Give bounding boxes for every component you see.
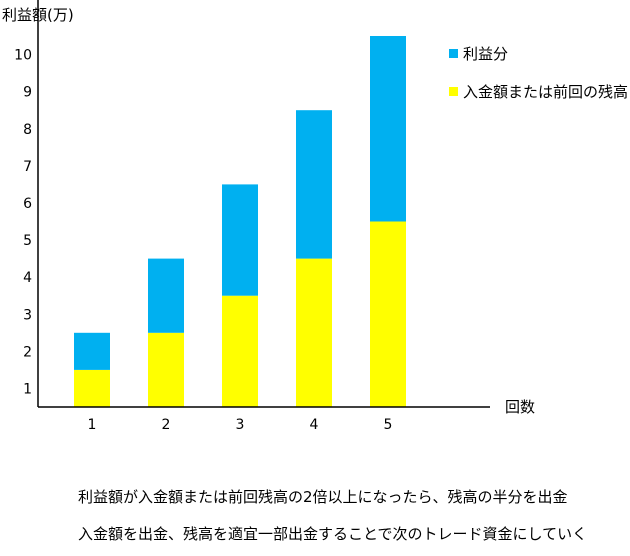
y-tick-label: 2: [23, 344, 32, 360]
y-tick-label: 5: [23, 233, 32, 249]
bar-segment: [296, 258, 332, 407]
axes: [37, 0, 490, 408]
bar-segment: [148, 332, 184, 407]
legend-swatch: [449, 49, 458, 58]
legend-swatch: [449, 87, 458, 96]
y-tick-label: 4: [23, 270, 32, 286]
x-tick-label: 4: [310, 417, 319, 433]
bar-segment: [370, 221, 406, 407]
bar-segment: [370, 36, 406, 222]
y-tick-label: 8: [23, 122, 32, 138]
legend-label: 利益分: [463, 45, 508, 63]
x-tick-label: 3: [236, 417, 245, 433]
bar-segment: [222, 295, 258, 407]
y-tick-label: 9: [23, 85, 32, 101]
bar-segment: [296, 110, 332, 259]
legend-label: 入金額または前回の残高: [463, 83, 628, 101]
bar-segment: [74, 332, 110, 370]
x-axis-title: 回数: [505, 398, 535, 416]
y-tick-label: 6: [23, 196, 32, 212]
x-tick-label: 2: [162, 417, 171, 433]
bar-segment: [148, 258, 184, 333]
y-tick-label: 3: [23, 307, 32, 323]
y-tick-label: 10: [14, 48, 32, 64]
bar-segment: [222, 184, 258, 296]
x-tick-labels: 1 2 3 4 5: [88, 417, 393, 433]
x-tick-label: 1: [88, 417, 97, 433]
y-tick-label: 7: [23, 159, 32, 175]
bar-group: [74, 36, 406, 407]
y-axis-title: 利益額(万): [2, 6, 74, 24]
bar-segment: [74, 369, 110, 407]
note-line: 入金額を出金、残高を適宜一部出金することで次のトレード資金にしていく: [78, 525, 588, 543]
y-tick-labels: 1 2 3 4 5 6 7 8 9 10: [14, 48, 32, 398]
y-tick-label: 1: [23, 381, 32, 397]
x-tick-label: 5: [384, 417, 393, 433]
note-line: 利益額が入金額または前回残高の2倍以上になったら、残高の半分を出金: [78, 488, 568, 506]
